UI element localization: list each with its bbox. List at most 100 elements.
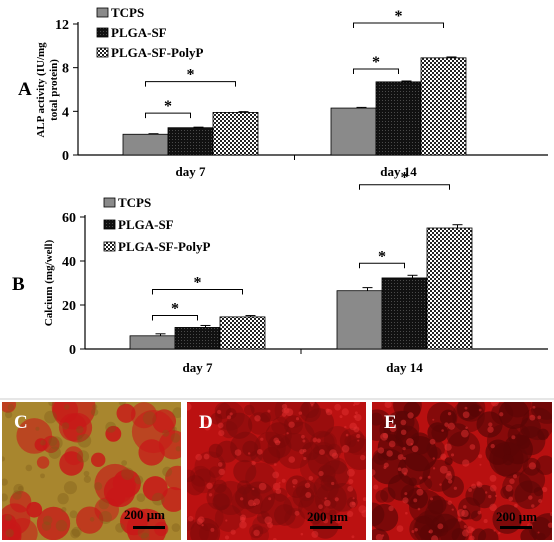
texture-speck <box>318 504 323 510</box>
texture-spot <box>18 485 24 492</box>
texture-spot <box>115 523 125 533</box>
texture-speck <box>362 497 366 502</box>
texture-speck <box>216 409 222 415</box>
legend-label-plga-sf-polyp: PLGA-SF-PolyP <box>111 45 203 60</box>
texture-speck <box>464 406 468 410</box>
panel-label-a: A <box>18 79 32 100</box>
scale-bar-e <box>500 526 532 529</box>
texture-speck <box>347 468 355 477</box>
texture-speck <box>528 462 536 470</box>
texture-speck <box>432 418 435 421</box>
texture-speck <box>312 437 318 443</box>
texture-speck <box>224 535 230 540</box>
texture-speck <box>471 483 477 489</box>
texture-speck <box>251 460 256 466</box>
panel-label-d: D <box>199 412 213 433</box>
texture-speck <box>292 485 295 488</box>
texture-speck <box>254 415 261 422</box>
stain-spot <box>36 456 50 469</box>
texture-spot <box>48 402 55 406</box>
texture-speck <box>324 499 331 507</box>
texture-speck <box>493 529 496 532</box>
texture-spot <box>309 512 322 525</box>
texture-speck <box>414 528 418 532</box>
texture-spot <box>134 475 144 485</box>
texture-speck <box>356 433 361 439</box>
texture-spot <box>2 478 8 486</box>
texture-speck <box>283 407 290 414</box>
significance-marker: * <box>378 248 386 265</box>
texture-speck <box>388 505 394 512</box>
texture-spot <box>304 408 335 438</box>
chart-b: B Calcium (mg/well) 0 20 40 60 day 7 day 14 * * * *… <box>12 170 548 375</box>
texture-spot <box>151 492 165 506</box>
texture-spot <box>172 426 177 432</box>
texture-speck <box>499 412 504 417</box>
texture-spot <box>299 452 331 484</box>
texture-speck <box>406 438 414 446</box>
bar-plga-sf-polyp <box>219 316 266 350</box>
y-tick-label: 8 <box>62 62 69 77</box>
texture-speck <box>457 518 462 522</box>
texture-speck <box>360 454 366 461</box>
texture-speck <box>537 415 542 420</box>
texture-speck <box>411 445 419 453</box>
texture-speck <box>383 462 389 468</box>
stain-spot <box>34 438 48 452</box>
texture-speck <box>206 482 213 490</box>
significance-marker: * <box>171 300 179 317</box>
stain-spot <box>116 403 136 423</box>
significance-marker: * <box>395 8 403 25</box>
texture-spot <box>472 528 487 540</box>
texture-speck <box>345 433 349 437</box>
texture-speck <box>460 429 469 438</box>
texture-spot <box>40 473 45 479</box>
stain-spot <box>52 402 79 423</box>
texture-spot <box>48 436 58 446</box>
texture-speck <box>451 508 454 511</box>
texture-spot <box>61 507 67 513</box>
texture-spot <box>206 484 233 511</box>
texture-speck <box>450 453 455 457</box>
texture-spot <box>64 404 70 410</box>
texture-speck <box>339 415 343 419</box>
texture-speck <box>272 471 280 479</box>
texture-spot <box>76 450 90 463</box>
texture-speck <box>465 426 468 430</box>
texture-spot <box>136 493 146 503</box>
texture-speck <box>247 499 255 507</box>
texture-spot <box>2 493 8 502</box>
texture-speck <box>384 402 392 409</box>
texture-spot <box>245 462 277 494</box>
texture-speck <box>538 498 543 504</box>
texture-speck <box>512 474 518 479</box>
legend-swatch-plga-sf-polyp <box>96 47 109 58</box>
texture-spot <box>105 421 117 433</box>
texture-speck <box>203 416 208 421</box>
x-tick-label: day 7 <box>183 360 213 375</box>
texture-speck <box>234 449 242 456</box>
texture-speck <box>440 453 447 460</box>
texture-spot <box>77 433 92 448</box>
texture-speck <box>405 511 408 515</box>
y-axis-label-line: Calcium (mg/well) <box>43 239 55 326</box>
texture-speck <box>484 491 488 494</box>
texture-speck <box>463 505 467 509</box>
texture-spot <box>90 408 99 416</box>
texture-spot <box>171 523 181 532</box>
texture-spot <box>214 402 232 419</box>
texture-speck <box>400 419 407 426</box>
texture-speck <box>478 408 482 412</box>
texture-speck <box>301 434 305 439</box>
texture-speck <box>494 494 498 497</box>
texture-spot <box>170 433 181 443</box>
texture-spot <box>267 434 292 458</box>
texture-speck <box>305 492 312 498</box>
texture-spot <box>83 475 92 483</box>
texture-speck <box>537 531 540 534</box>
texture-speck <box>252 502 257 507</box>
texture-speck <box>258 482 267 491</box>
texture-spot <box>209 466 221 478</box>
significance-bracket <box>359 184 450 190</box>
texture-speck <box>353 402 360 406</box>
